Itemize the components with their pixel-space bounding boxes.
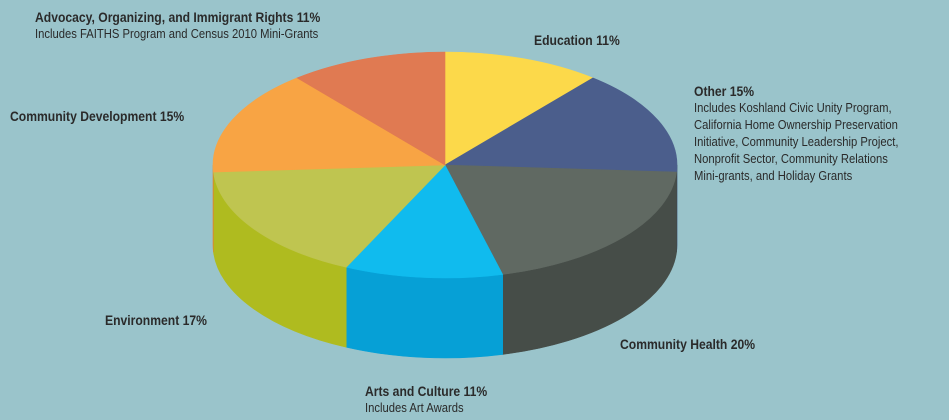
label-community-development-title: Community Development 15% [10, 109, 185, 124]
label-community-development: Community Development 15% [10, 108, 204, 125]
pie-slice-other [443, 77, 678, 173]
pie-slice-arts-and-culture [345, 164, 504, 279]
label-environment: Environment 17% [105, 312, 218, 329]
label-other: Other 15% Includes Koshland Civic Unity … [694, 83, 921, 185]
pie-side-arts-and-culture [345, 266, 503, 359]
pie-slice-advocacy-organizing-and-immigrant-rights [296, 51, 446, 166]
label-advocacy-title: Advocacy, Organizing, and Immigrant Righ… [35, 10, 321, 25]
pie-slice-community-health [444, 164, 677, 275]
label-advocacy: Advocacy, Organizing, and Immigrant Righ… [35, 9, 352, 43]
label-arts-and-culture: Arts and Culture 11% Includes Art Awards [365, 383, 501, 417]
label-community-health: Community Health 20% [620, 336, 770, 353]
label-arts-and-culture-title: Arts and Culture 11% [365, 384, 488, 399]
label-environment-title: Environment 17% [105, 313, 207, 328]
label-education: Education 11% [534, 32, 629, 49]
label-education-title: Education 11% [534, 33, 620, 48]
pie-slice-community-development [212, 77, 447, 173]
pie-slice-environment [213, 164, 446, 268]
label-community-health-title: Community Health 20% [620, 337, 756, 352]
label-other-title: Other 15% [694, 84, 755, 99]
pie-slice-education [444, 51, 594, 166]
label-advocacy-note: Includes FAITHS Program and Census 2010 … [35, 27, 319, 41]
label-arts-and-culture-note: Includes Art Awards [365, 401, 464, 415]
label-other-note: Includes Koshland Civic Unity Program, C… [694, 101, 899, 183]
